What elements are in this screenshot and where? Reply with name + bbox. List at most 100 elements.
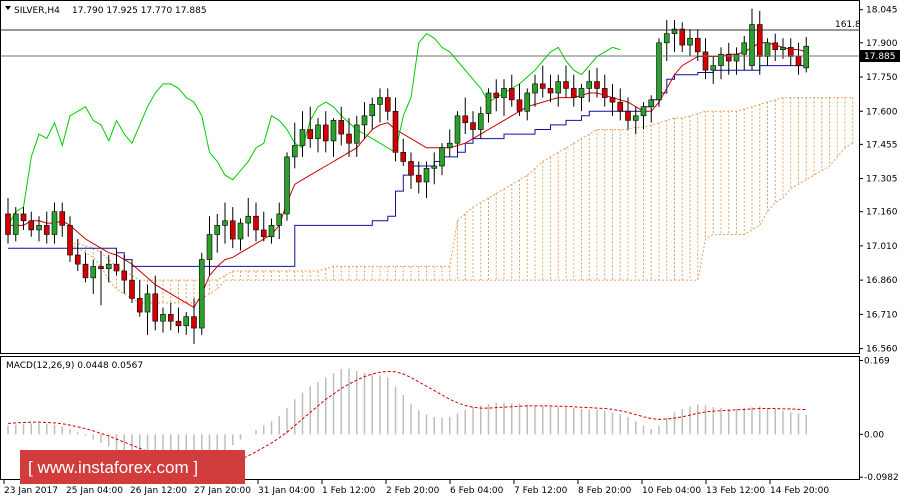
bear-candle-body [625,110,631,121]
time-tick-label: 13 Feb 12:00 [706,486,765,496]
time-tick-label: 7 Feb 12:00 [514,486,568,496]
bull-candle-body [245,215,252,224]
bull-candle-body [578,88,585,98]
bull-candle-body [160,314,166,322]
bull-candle-body [36,225,42,231]
bear-candle-body [229,220,236,240]
bull-candle-body [206,234,213,260]
bear-candle-body [493,92,500,98]
bear-candle-body [679,28,686,46]
bull-candle-body [284,156,290,215]
bear-candle-body [415,174,422,183]
time-tick-label: 31 Jan 04:00 [258,486,315,496]
bull-candle-body [105,263,112,270]
chikou-span-line [7,33,621,226]
bear-candle-body [787,47,794,57]
time-tick-label: 14 Feb 20:00 [770,486,829,496]
bear-candle-body [5,213,11,235]
bull-candle-body [299,129,306,146]
time-tick-label: 8 Feb 20:00 [578,486,632,496]
bull-candle-body [648,99,655,107]
macd-indicator [7,368,807,474]
price-tick-label: 16.860 [866,276,898,286]
time-tick-label: 1 Feb 12:00 [322,486,376,496]
bear-candle-body [617,101,624,112]
bull-candle-body [51,211,58,235]
watermark: [ www.instaforex.com ] [20,450,245,484]
bear-candle-body [408,161,414,176]
bull-candle-body [431,165,438,169]
macd-tick-label: 0.00 [864,430,884,440]
bear-candle-body [67,225,73,256]
bear-candle-body [322,124,329,142]
time-tick-label: 2 Feb 20:00 [386,486,440,496]
bull-candle-body [291,145,298,158]
dropdown-arrow-icon[interactable] [5,6,11,10]
bull-candle-body [671,28,678,34]
price-tick-label: 17.160 [866,208,898,218]
kijun-sen-line [8,65,807,267]
bull-candle-body [532,83,538,94]
price-axis: 18.045 17.900 17.750 17.600 17.455 17.305 17.1… [859,6,899,483]
bear-candle-body [547,88,554,94]
bear-candle-body [508,88,515,101]
ohlc-label: 17.790 17.925 17.770 17.885 [72,6,207,16]
price-tick-label: 17.010 [866,242,898,252]
bear-candle-body [129,279,135,299]
bull-candle-body [423,168,430,183]
macd-tick-label: 0.169 [864,356,890,366]
bear-candle-body [152,293,159,322]
bull-candle-body [485,92,492,114]
bear-candle-body [307,129,314,139]
bear-candle-body [43,225,50,235]
price-tick-label: 16.710 [866,310,898,320]
bear-candle-body [570,88,577,98]
bull-candle-body [741,42,748,55]
bull-candle-body [315,124,321,139]
bull-candle-body [439,147,445,167]
bear-candle-body [539,83,546,89]
bull-candle-body [183,316,190,327]
bear-candle-body [795,56,802,66]
price-tick-label: 17.455 [866,140,898,150]
bear-candle-body [563,81,569,89]
watermark-background [20,450,245,484]
bear-candle-body [113,263,120,272]
candlesticks [5,8,810,345]
bear-candle-body [346,133,352,144]
watermark-text: [ www.instaforex.com ] [28,458,198,477]
price-tick-label: 16.560 [866,345,898,355]
current-price-badge [860,50,900,62]
bear-candle-body [121,270,128,281]
bull-candle-body [369,104,376,117]
bull-candle-body [237,222,244,240]
bear-candle-body [20,213,27,222]
symbol-label: SILVER,H4 [14,6,60,16]
bull-candle-body [656,42,662,101]
bear-candle-body [338,120,345,135]
ichimoku-lines [7,33,807,309]
bull-candle-body [803,45,810,69]
bull-candle-body [586,81,593,89]
bear-candle-body [260,229,267,238]
bear-candle-body [74,254,81,265]
price-tick-label: 17.750 [866,73,898,83]
bull-candle-body [198,259,205,329]
bull-candle-body [361,115,368,126]
bear-candle-body [392,110,399,153]
price-tick-label: 17.305 [866,175,898,185]
bear-candle-body [98,266,104,270]
fib-label: 161.8 [835,20,861,30]
current-price-text: 17.885 [864,52,896,62]
macd-tick-label: -0.0982 [864,473,899,483]
bear-candle-body [82,263,89,279]
bull-candle-body [687,37,693,46]
time-tick-label: 23 Jan 2017 [4,486,58,496]
bull-candle-body [90,266,97,279]
time-tick-label: 26 Jan 12:00 [130,486,187,496]
bear-candle-body [516,99,523,112]
time-tick-label: 6 Feb 04:00 [450,486,504,496]
bull-candle-body [276,213,283,226]
bear-candle-body [384,97,391,112]
